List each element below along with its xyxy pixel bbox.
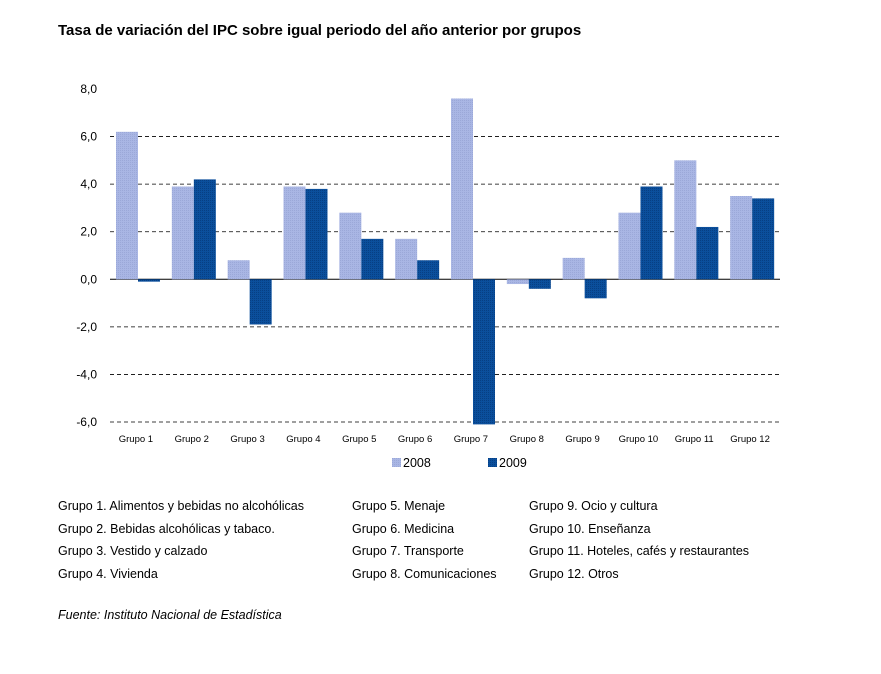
bar-2008-12 xyxy=(730,196,753,280)
x-tick-labels: Grupo 1 Grupo 2 Grupo 3 Grupo 4 Grupo 5 Grupo… xyxy=(119,434,770,445)
x-tick-label: Grupo 10 xyxy=(619,434,659,445)
bar-2009-3 xyxy=(249,279,272,325)
y-tick-label: -6,0 xyxy=(76,415,97,429)
y-tick-label: -4,0 xyxy=(76,367,97,381)
x-tick-label: Grupo 9 xyxy=(565,434,599,445)
x-tick-label: Grupo 2 xyxy=(175,434,209,445)
bar-2008-8 xyxy=(506,279,529,285)
y-tick-label: 6,0 xyxy=(80,130,97,144)
group-item: Grupo 4. Vivienda xyxy=(58,566,158,581)
source-note: Fuente: Instituto Nacional de Estadístic… xyxy=(58,608,282,622)
bar-2008-5 xyxy=(339,212,362,280)
group-item: Grupo 7. Transporte xyxy=(352,544,464,559)
x-tick-label: Grupo 11 xyxy=(675,434,714,445)
bar-2009-11 xyxy=(696,226,719,280)
bar-2009-6 xyxy=(417,260,440,280)
legend-swatch-2009 xyxy=(488,458,497,467)
group-item: Grupo 1. Alimentos y bebidas no alcohóli… xyxy=(58,499,304,513)
bar-2009-1 xyxy=(138,279,160,282)
bar-2008-3 xyxy=(227,260,250,280)
group-item: Grupo 10. Enseñanza xyxy=(529,521,651,536)
x-tick-label: Grupo 6 xyxy=(398,434,432,445)
bar-2008-11 xyxy=(674,160,697,280)
group-item: Grupo 11. Hoteles, cafés y restaurantes xyxy=(529,544,750,559)
legend: 2008 2009 xyxy=(392,456,527,470)
group-item: Grupo 5. Menaje xyxy=(352,499,446,513)
legend-swatch-2008 xyxy=(392,458,401,467)
bar-2009-9 xyxy=(584,279,607,299)
bar-2009-5 xyxy=(361,238,384,280)
y-tick-label: 8,0 xyxy=(80,82,97,96)
group-item: Grupo 9. Ocio y cultura xyxy=(529,499,658,513)
bar-2009-7 xyxy=(473,279,495,425)
x-tick-label: Grupo 8 xyxy=(510,434,544,445)
bar-2008-7 xyxy=(451,98,473,280)
x-tick-label: Grupo 12 xyxy=(730,434,770,445)
legend-label-2009: 2009 xyxy=(499,456,527,470)
group-column-1: Grupo 1. Alimentos y bebidas no alcohóli… xyxy=(58,495,304,585)
bar-chart: 8,06,04,02,00,0-2,0-4,0-6,0 Grupo 1 Grupo… xyxy=(76,82,780,470)
bar-2009-2 xyxy=(193,179,216,280)
legend-label-2008: 2008 xyxy=(403,456,431,470)
bar-2008-10 xyxy=(618,212,641,280)
x-tick-label: Grupo 5 xyxy=(342,434,376,445)
bar-2008-1 xyxy=(116,131,138,280)
group-item: Grupo 12. Otros xyxy=(529,566,619,581)
bar-2008-2 xyxy=(171,186,194,280)
bar-2009-4 xyxy=(305,188,328,280)
bar-2009-10 xyxy=(640,186,663,280)
group-item: Grupo 2. Bebidas alcohólicas y tabaco. xyxy=(58,521,275,536)
bar-2009-8 xyxy=(528,279,551,289)
y-tick-labels: 8,0 6,0 4,0 2,0 0,0 -2,0 -4,0 -6,0 xyxy=(76,82,97,429)
y-tick-label: 2,0 xyxy=(80,225,97,239)
x-tick-label: Grupo 3 xyxy=(230,434,264,445)
x-tick-label: Grupo 1 xyxy=(119,434,153,445)
group-column-3: Grupo 9. Ocio y cultura Grupo 10. Enseña… xyxy=(529,495,749,585)
group-column-2: Grupo 5. Menaje Grupo 6. Medicina Grupo … xyxy=(352,495,497,585)
y-tick-label: 0,0 xyxy=(80,272,97,286)
bar-2008-4 xyxy=(283,186,306,280)
x-tick-label: Grupo 4 xyxy=(286,434,320,445)
group-item: Grupo 6. Medicina xyxy=(352,521,455,536)
y-tick-label: 4,0 xyxy=(80,177,97,191)
x-tick-label: Grupo 7 xyxy=(454,434,488,445)
bar-2008-9 xyxy=(562,257,585,280)
group-item: Grupo 8. Comunicaciones xyxy=(352,566,497,581)
chart-title: Tasa de variación del IPC sobre igual pe… xyxy=(58,22,582,39)
y-tick-label: -2,0 xyxy=(76,320,97,334)
bar-2009-12 xyxy=(752,198,775,280)
bar-2008-6 xyxy=(395,238,418,280)
gridlines xyxy=(110,136,780,423)
bars xyxy=(116,98,775,425)
group-item: Grupo 3. Vestido y calzado xyxy=(58,544,208,559)
